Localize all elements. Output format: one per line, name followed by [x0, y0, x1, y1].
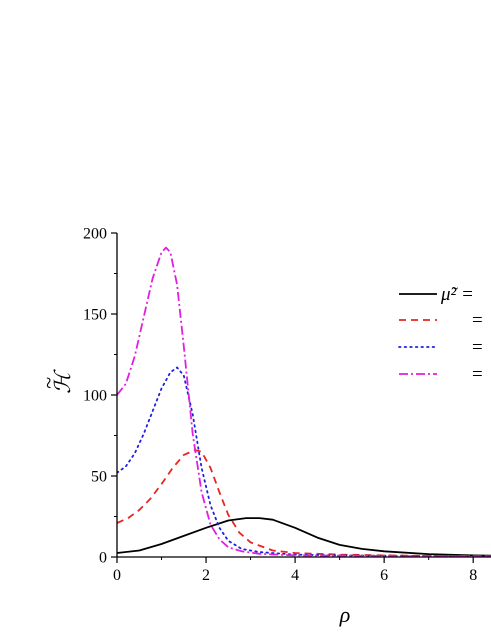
series-line-1	[117, 517, 491, 557]
y-ticks: 0 50 100 150 200	[83, 226, 117, 567]
legend-label-1: μ̃² =	[440, 284, 474, 305]
y-tick-label: 200	[83, 226, 107, 243]
y-axis-label-group: ℋ ~	[36, 369, 75, 394]
axes: 0 2 4 6 8 0 50 100 150 200	[83, 226, 491, 584]
y-tick-label: 0	[99, 550, 107, 567]
legend-label-3: =	[472, 337, 483, 358]
legend: μ̃² = = = =	[398, 284, 483, 385]
y-axis-label-accent: ~	[36, 377, 61, 389]
y-tick-label: 150	[83, 307, 107, 324]
series-line-4	[117, 246, 491, 557]
x-axis-label: ρ	[339, 602, 351, 627]
y-tick-label: 100	[83, 388, 107, 405]
legend-label-2: =	[472, 310, 483, 331]
x-tick-label: 4	[291, 567, 299, 584]
plot-lines	[117, 246, 491, 557]
series-line-3	[117, 366, 491, 557]
y-tick-label: 50	[91, 469, 107, 486]
x-ticks: 0 2 4 6 8	[113, 557, 477, 584]
y-axis-label: ℋ	[50, 369, 75, 394]
x-tick-label: 2	[202, 567, 210, 584]
legend-label-4: =	[472, 364, 483, 385]
x-tick-label: 0	[113, 567, 121, 584]
x-tick-label: 8	[469, 567, 477, 584]
x-tick-label: 6	[380, 567, 388, 584]
series-line-2	[117, 449, 491, 557]
